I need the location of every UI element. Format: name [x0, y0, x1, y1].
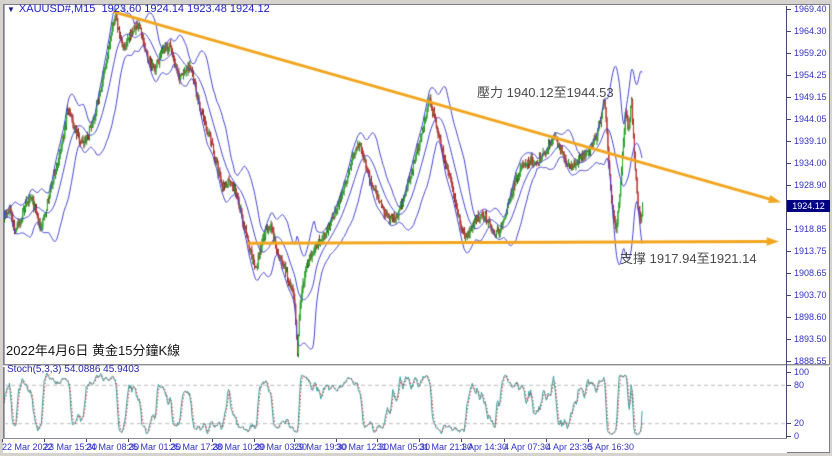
- time-tick-label: 30 Mar 12:30: [336, 442, 390, 452]
- price-chart-canvas[interactable]: [4, 6, 786, 364]
- time-tick-label: 23 Mar 15:30: [44, 442, 98, 452]
- price-tick-mark: [787, 229, 791, 231]
- time-tick-label: 22 Mar 2022: [2, 442, 53, 452]
- time-tick-mark: [254, 439, 255, 442]
- time-tick-label: 31 Mar 21:30: [419, 442, 473, 452]
- time-tick-mark: [419, 439, 420, 442]
- time-tick-label: 25 Mar 17:30: [170, 442, 224, 452]
- price-axis[interactable]: 1924.12 1969.40 1964.30 1959.20 1954.25 1949…: [786, 4, 830, 441]
- time-tick-label: 5 Apr 16:30: [588, 442, 635, 452]
- time-tick-mark: [588, 439, 589, 442]
- time-tick-mark: [504, 439, 505, 442]
- stoch-tick-label: 20: [794, 418, 805, 429]
- price-tick-label: 1903.70: [794, 290, 827, 301]
- time-tick-label: 4 Apr 23:30: [546, 442, 593, 452]
- price-tick-label: 1939.10: [794, 135, 827, 146]
- time-axis[interactable]: 22 Mar 2022 23 Mar 15:30 24 Mar 08:30 25 Ma…: [2, 438, 787, 453]
- price-tick-mark: [787, 119, 791, 121]
- price-tick-mark: [787, 185, 791, 187]
- price-tick-mark: [787, 53, 791, 55]
- price-tick-mark: [787, 31, 791, 33]
- panel-divider[interactable]: [3, 364, 830, 367]
- price-tick-label: 1964.30: [794, 26, 827, 37]
- support-label: 支撑 1917.94至1921.14: [620, 251, 757, 266]
- time-tick-mark: [170, 439, 171, 442]
- time-tick-mark: [461, 439, 462, 442]
- price-tick-label: 1954.25: [794, 69, 827, 80]
- price-tick-mark: [787, 361, 791, 362]
- symbol-dropdown-icon[interactable]: ▼: [7, 5, 15, 14]
- time-tick-label: 31 Mar 05:30: [377, 442, 431, 452]
- price-tick-mark: [787, 339, 791, 341]
- stoch-tick-label: 0: [794, 431, 800, 441]
- price-tick-label: 1918.85: [794, 224, 827, 235]
- time-tick-mark: [546, 439, 547, 442]
- price-tick-label: 1944.05: [794, 114, 827, 125]
- caption: 2022年4月6日 黄金15分鐘K線: [6, 343, 181, 358]
- price-tick-label: 1959.20: [794, 48, 827, 59]
- time-tick-mark: [2, 439, 3, 442]
- price-tick-label: 1888.55: [794, 356, 827, 366]
- price-tick-label: 1908.65: [794, 268, 827, 279]
- price-tick-label: 1928.90: [794, 180, 827, 191]
- time-tick-label: 25 Mar 01:30: [128, 442, 182, 452]
- price-tick-mark: [787, 251, 791, 253]
- price-tick-mark: [787, 273, 791, 275]
- resistance-label: 壓力 1940.12至1944.53: [477, 85, 614, 100]
- time-tick-mark: [294, 439, 295, 442]
- ohlc-quote-label: 1923.60 1924.14 1923.48 1924.12: [101, 3, 270, 15]
- time-tick-label: 4 Apr 07:30: [504, 442, 551, 452]
- time-tick-mark: [44, 439, 45, 442]
- price-tick-mark: [787, 97, 791, 99]
- price-tick-mark: [787, 317, 791, 319]
- time-tick-label: 1 Apr 14:30: [461, 442, 508, 452]
- price-tick-mark: [787, 140, 791, 142]
- time-tick-label: 29 Mar 19:30: [294, 442, 348, 452]
- price-tick-label: 1898.60: [794, 312, 827, 323]
- stoch-tick-mark: [787, 423, 791, 425]
- price-tick-mark: [787, 163, 791, 165]
- price-tick-label: 1893.50: [794, 334, 827, 345]
- price-tick-mark: [787, 295, 791, 297]
- stochastic-canvas[interactable]: [4, 367, 786, 438]
- chart-title: ▼ XAUUSD#,M15 1923.60 1924.14 1923.48 192…: [7, 3, 270, 16]
- price-tick-mark: [787, 74, 791, 76]
- price-tick-label: 1949.15: [794, 92, 827, 103]
- time-tick-label: 24 Mar 08:30: [86, 442, 140, 452]
- time-tick-mark: [212, 439, 213, 442]
- time-tick-mark: [336, 439, 337, 442]
- stoch-tick-label: 80: [794, 379, 805, 390]
- time-tick-mark: [128, 439, 129, 442]
- stoch-tick-mark: [787, 372, 791, 373]
- current-price-tag: 1924.12: [787, 200, 830, 213]
- time-tick-mark: [377, 439, 378, 442]
- stoch-tick-mark: [787, 384, 791, 386]
- price-tick-label: 1934.00: [794, 158, 827, 169]
- symbol-timeframe-label: XAUUSD#,M15: [18, 3, 96, 15]
- price-tick-label: 1969.40: [794, 4, 827, 14]
- time-tick-label: 28 Mar 10:30: [212, 442, 266, 452]
- price-tick-label: 1913.75: [794, 246, 827, 257]
- stochastic-indicator-label: Stoch(5,3,3) 54.0886 45.9403: [7, 364, 140, 375]
- stoch-tick-label: 100: [794, 367, 810, 377]
- stoch-tick-mark: [787, 436, 791, 437]
- time-tick-label: 29 Mar 03:30: [254, 442, 308, 452]
- time-tick-mark: [86, 439, 87, 442]
- price-tick-mark: [787, 9, 791, 10]
